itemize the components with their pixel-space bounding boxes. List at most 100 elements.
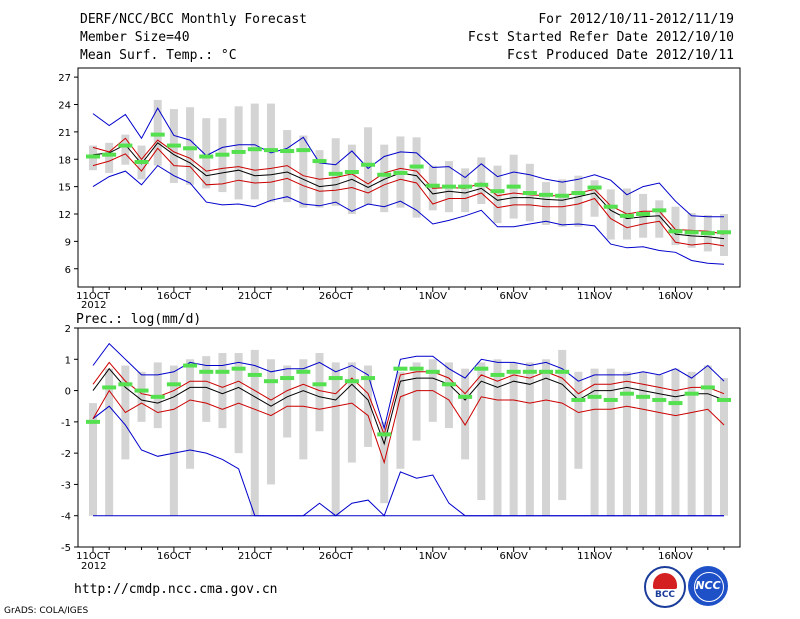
temp-median-mark xyxy=(603,204,618,209)
temp-spread-box xyxy=(202,118,211,189)
temp-median-mark xyxy=(231,149,246,154)
bcc-logo-text: BCC xyxy=(654,590,676,600)
temp-ytick-label: 18 xyxy=(58,155,71,166)
prec-mean-line xyxy=(92,367,725,446)
temp-xtick-label: 16NOV xyxy=(658,291,693,302)
prec-spread-box xyxy=(525,362,534,516)
prec-median-mark xyxy=(86,419,100,424)
temp-median-mark xyxy=(684,230,699,235)
prec-median-mark xyxy=(199,369,214,374)
prec-median-mark xyxy=(425,369,440,374)
temp-median-mark xyxy=(587,185,602,190)
prec-median-mark xyxy=(377,432,392,437)
temp-median-mark xyxy=(166,143,181,148)
prec-xtick-label: 11NOV xyxy=(577,551,612,562)
temp-median-mark xyxy=(280,149,295,154)
prec-spread-box xyxy=(509,362,518,516)
temp-xtick-label: 21OCT xyxy=(238,291,273,302)
temp-median-mark xyxy=(555,193,570,198)
temp-ytick-label: 24 xyxy=(58,101,71,112)
prec-spread-box xyxy=(364,365,373,447)
bcc-logo: BCC xyxy=(644,566,686,608)
temp-spread-box xyxy=(606,189,615,240)
temp-median-mark xyxy=(539,192,554,197)
prec-median-mark xyxy=(684,391,699,396)
prec-xtick-label: 21OCT xyxy=(238,551,273,562)
prec-spread-box xyxy=(396,371,405,469)
temp-xtick-label: 26OCT xyxy=(319,291,354,302)
temp-inner-upper-line xyxy=(92,137,725,235)
source-url[interactable]: http://cmdp.ncc.cma.gov.cn xyxy=(74,582,278,597)
prec-spread-box xyxy=(347,362,356,463)
chart-title: DERF/NCC/BCC Monthly Forecast xyxy=(80,12,307,27)
temp-spread-box xyxy=(720,214,728,256)
prec-median-mark xyxy=(134,388,149,393)
prec-median-mark xyxy=(490,372,505,377)
temp-ytick-label: 6 xyxy=(65,265,71,276)
temp-xtick-label: 1NOV xyxy=(419,291,448,302)
prec-xtick-label: 11OCT xyxy=(76,551,111,562)
temp-spread-box xyxy=(412,137,421,218)
prec-inner-upper-line xyxy=(92,361,725,436)
prec-median-mark xyxy=(280,376,295,381)
prec-median-mark xyxy=(102,385,117,390)
temp-spread-box xyxy=(493,165,502,224)
prec-median-mark xyxy=(458,394,473,399)
temp-spread-box xyxy=(461,168,470,213)
temp-xtick-label: 11OCT xyxy=(76,291,111,302)
prec-median-mark xyxy=(539,369,554,374)
temp-median-mark xyxy=(393,170,408,175)
prec-spread-box xyxy=(558,349,567,501)
prec-spread-box xyxy=(250,349,259,516)
temp-median-mark xyxy=(102,152,117,157)
prec-spread-box xyxy=(266,359,275,485)
temp-spread-box xyxy=(574,175,583,227)
prec-spread-box xyxy=(283,365,292,438)
prec-spread-box xyxy=(169,365,178,516)
temp-median-mark xyxy=(150,132,165,137)
temp-mean-line xyxy=(92,142,725,240)
prec-year-label: 2012 xyxy=(81,561,106,572)
temp-ytick-label: 12 xyxy=(58,210,71,221)
temp-xtick-label: 6NOV xyxy=(499,291,528,302)
temp-median-mark xyxy=(458,184,473,189)
prec-median-mark xyxy=(296,369,311,374)
prec-xtick-label: 16OCT xyxy=(157,551,192,562)
prec-median-mark xyxy=(150,394,165,399)
prec-ytick-label: -2 xyxy=(61,449,71,460)
prec-median-mark xyxy=(361,376,376,381)
temp-median-mark xyxy=(215,152,230,157)
prec-median-mark xyxy=(344,379,359,384)
prec-spread-box xyxy=(105,368,114,516)
temp-ytick-label: 9 xyxy=(65,237,71,248)
prec-spread-box xyxy=(606,368,615,516)
prec-spread-box xyxy=(542,359,551,516)
prec-median-mark xyxy=(247,372,262,377)
prec-frame xyxy=(77,327,741,548)
temp-median-mark xyxy=(118,143,133,148)
prec-ytick-label: 2 xyxy=(65,324,71,335)
prec-median-mark xyxy=(506,369,521,374)
ncc-logo-text: NCC xyxy=(695,579,721,592)
prec-ytick-label: -4 xyxy=(61,512,71,523)
bcc-logo-emblem xyxy=(653,573,677,589)
temp-median-mark xyxy=(668,229,683,234)
temp-median-mark xyxy=(506,184,521,189)
prec-median-mark xyxy=(555,369,570,374)
prec-spread-box xyxy=(655,374,664,516)
temp-xtick-label: 16OCT xyxy=(157,291,192,302)
temp-median-mark xyxy=(247,147,262,152)
temp-median-mark xyxy=(652,208,667,213)
forecast-period: For 2012/10/11-2012/11/19 xyxy=(538,12,734,27)
prec-xtick-label: 16NOV xyxy=(658,551,693,562)
temp-median-mark xyxy=(619,213,634,218)
temp-outer-upper-line xyxy=(92,107,724,218)
prec-spread-box xyxy=(493,359,502,516)
prec-spread-box xyxy=(687,371,696,516)
ncc-logo-ring xyxy=(694,572,724,602)
temp-spread-box xyxy=(186,107,195,185)
prec-median-mark xyxy=(700,385,715,390)
temp-median-mark xyxy=(312,159,327,164)
temp-ytick-label: 27 xyxy=(58,73,71,84)
